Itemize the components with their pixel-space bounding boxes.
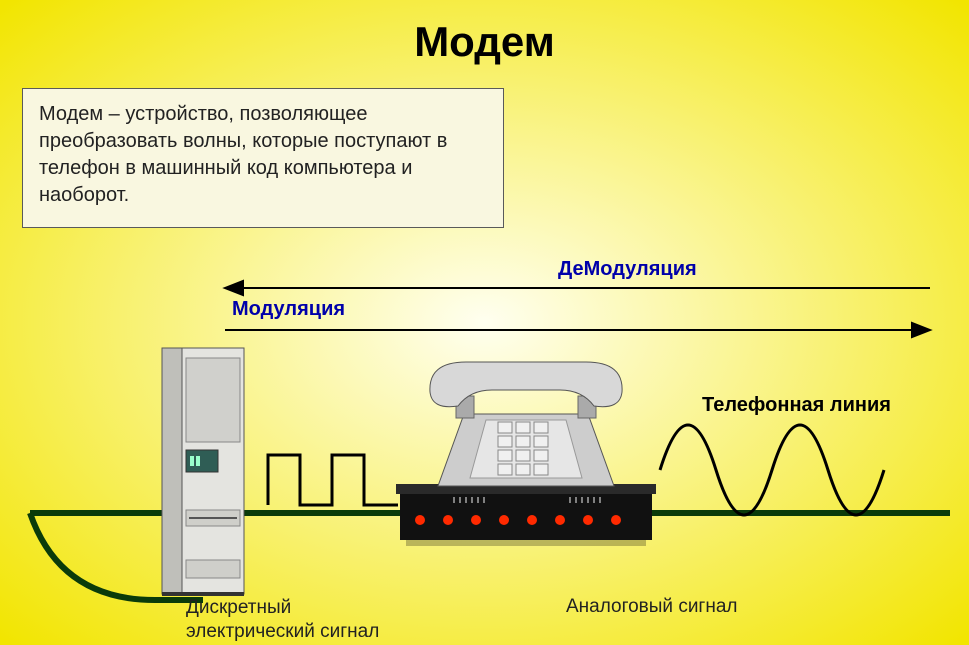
digital-signal-wave bbox=[268, 455, 398, 505]
diagram-layer bbox=[0, 0, 969, 645]
slide: Модем Модем – устройство, позволяющее пр… bbox=[0, 0, 969, 645]
computer-tower bbox=[162, 348, 244, 594]
modem-device bbox=[396, 484, 656, 546]
discrete-caption-line2: электрический сигнал bbox=[186, 621, 379, 642]
discrete-caption-line1: Дискретный bbox=[186, 597, 291, 618]
discrete-signal-caption: Дискретный электрический сигнал bbox=[186, 596, 379, 644]
analog-signal-caption: Аналоговый сигнал bbox=[566, 596, 738, 618]
analog-signal-wave bbox=[660, 425, 884, 515]
telephone bbox=[430, 362, 622, 486]
